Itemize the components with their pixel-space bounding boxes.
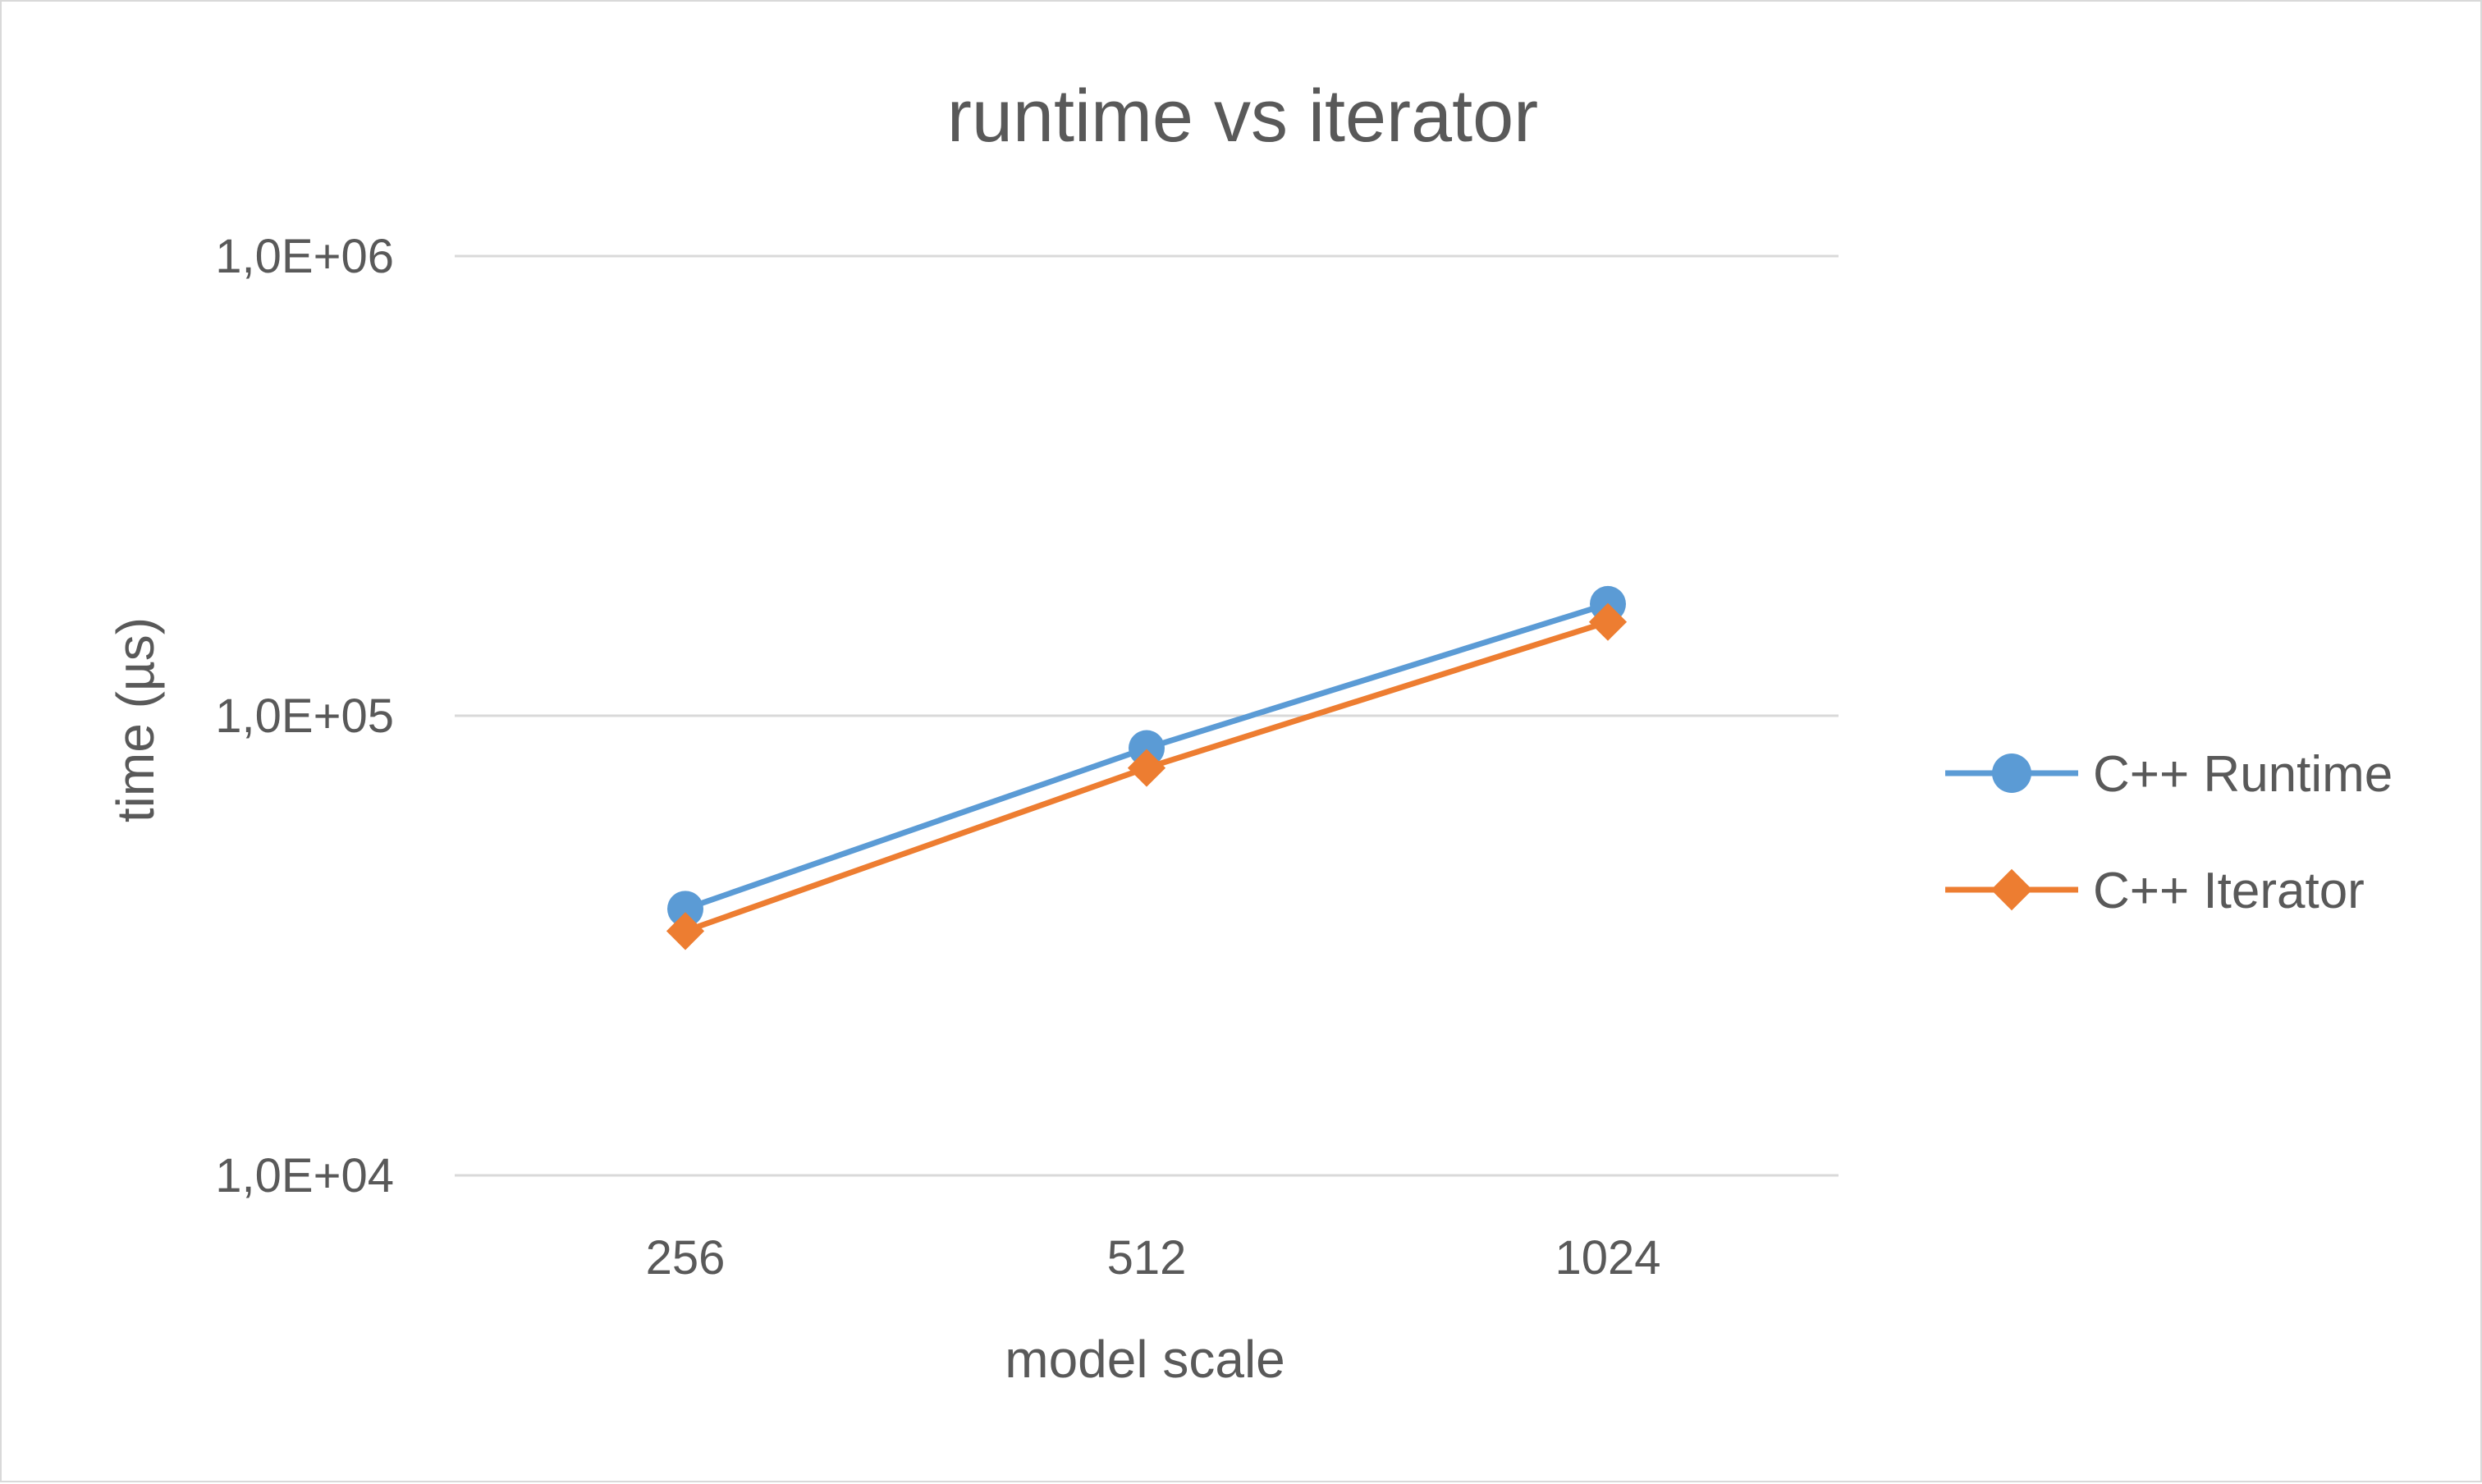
legend-label: C++ Iterator: [2093, 863, 2365, 919]
data-point-marker: [1990, 868, 2033, 911]
data-point-marker: [1129, 730, 1165, 767]
legend-entry: C++ Runtime: [1945, 746, 2393, 803]
series-c-iterator: [666, 602, 1628, 950]
y-axis-title: time (µs): [106, 617, 165, 822]
data-point-marker: [1588, 602, 1628, 641]
legend-label: C++ Runtime: [2093, 746, 2393, 803]
y-axis-ticks: 1,0E+04 1,0E+05 1,0E+06: [215, 230, 394, 1202]
data-point-marker: [667, 891, 703, 928]
gridlines: [455, 254, 1839, 1177]
data-point-marker: [1127, 749, 1166, 787]
chart-title: runtime vs iterator: [947, 76, 1538, 158]
x-tick-label: 256: [646, 1231, 726, 1285]
data-point-marker: [1992, 753, 2031, 793]
legend: C++ Runtime C++ Iterator: [1945, 746, 2393, 919]
x-axis-title: model scale: [1005, 1330, 1285, 1389]
legend-entry: C++ Iterator: [1945, 863, 2365, 919]
x-axis-ticks: 256 512 1024: [646, 1231, 1661, 1285]
series-layer: [666, 585, 1628, 950]
y-tick-label: 1,0E+05: [215, 689, 394, 743]
data-point-marker: [666, 912, 705, 950]
y-tick-label: 1,0E+04: [215, 1149, 394, 1202]
x-tick-label: 1024: [1555, 1231, 1660, 1285]
x-tick-label: 512: [1107, 1231, 1187, 1285]
y-tick-label: 1,0E+06: [215, 230, 394, 283]
